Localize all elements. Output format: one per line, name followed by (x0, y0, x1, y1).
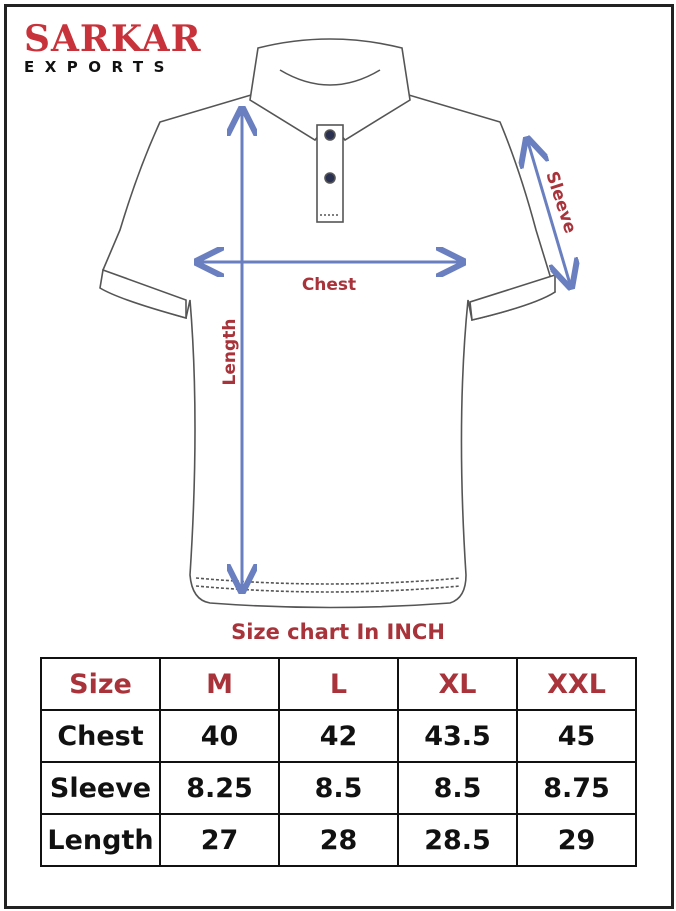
table-cell: 28 (278, 813, 399, 867)
header-cell: XXL (516, 657, 637, 711)
size-table: Size M L XL XXL Chest 40 42 43.5 45 Slee… (40, 657, 637, 867)
header-cell: L (278, 657, 399, 711)
row-label: Length (40, 813, 161, 867)
brand-logo: SARKAR EXPORTS (24, 18, 202, 76)
table-cell: 8.5 (397, 761, 518, 815)
brand-subtitle: EXPORTS (24, 58, 175, 76)
page-border (4, 4, 674, 909)
table-cell: 40 (159, 709, 280, 763)
row-label: Chest (40, 709, 161, 763)
sleeve-arrow (528, 142, 570, 284)
table-cell: 42 (278, 709, 399, 763)
header-cell: M (159, 657, 280, 711)
table-cell: 45 (516, 709, 637, 763)
header-cell: XL (397, 657, 518, 711)
table-cell: 43.5 (397, 709, 518, 763)
table-cell: 29 (516, 813, 637, 867)
brand-name: SARKAR (24, 18, 202, 60)
table-cell: 27 (159, 813, 280, 867)
header-cell: Size (40, 657, 161, 711)
table-row: Sleeve 8.25 8.5 8.5 8.75 (40, 761, 637, 815)
chest-label: Chest (302, 275, 356, 295)
table-row: Chest 40 42 43.5 45 (40, 709, 637, 763)
size-chart-caption: Size chart In INCH (231, 620, 445, 644)
table-cell: 28.5 (397, 813, 518, 867)
shirt-diagram: Chest Length Sleeve (99, 38, 676, 609)
table-cell: 8.25 (159, 761, 280, 815)
shirt-outline (99, 38, 556, 609)
table-row: Length 27 28 28.5 29 (40, 813, 637, 867)
length-label: Length (220, 319, 240, 386)
table-cell: 8.75 (516, 761, 637, 815)
table-cell: 8.5 (278, 761, 399, 815)
row-label: Sleeve (40, 761, 161, 815)
table-header-row: Size M L XL XXL (40, 657, 637, 711)
